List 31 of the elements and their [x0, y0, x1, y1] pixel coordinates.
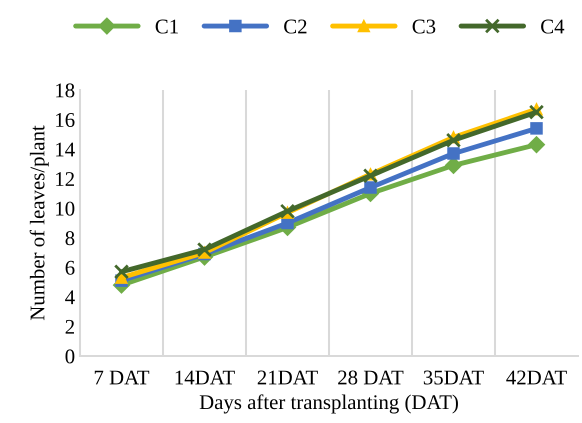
legend-label: C3 [412, 20, 436, 34]
point [364, 181, 377, 194]
y-tick-label: 6 [66, 260, 75, 275]
x-tick-label: 21DAT [258, 370, 318, 384]
y-tick-label: 8 [66, 231, 74, 246]
y-tick-label: 2 [66, 320, 74, 334]
x-tick-label: 28 DAT [338, 370, 404, 385]
point [114, 264, 130, 280]
x-axis-title: Days after transplanting (DAT) [200, 394, 458, 414]
x-tick-label: 35DAT [424, 370, 484, 385]
point [446, 132, 462, 148]
y-tick-label: 14 [56, 142, 75, 156]
y-tick-label: 0 [66, 349, 74, 364]
point [362, 168, 378, 184]
point [530, 122, 543, 135]
y-tick-label: 16 [56, 112, 75, 127]
point [447, 147, 460, 160]
y-tick-label: 12 [56, 172, 74, 186]
y-tick-label: 18 [56, 83, 74, 98]
y-tick-label: 4 [65, 290, 75, 304]
point [196, 242, 212, 258]
x-tick-label: 7 DAT [94, 370, 150, 384]
y-axis-title: Number of leaves/plant [30, 125, 49, 320]
x-tick-label: 14DAT [176, 370, 235, 384]
point [528, 104, 544, 120]
legend-label: C1 [156, 20, 178, 34]
y-tick-label: 10 [56, 202, 74, 216]
legend-label: C4 [541, 20, 564, 34]
x-tick-label: 42DAT [506, 370, 567, 384]
point [528, 136, 546, 154]
legend-label: C2 [284, 20, 306, 34]
